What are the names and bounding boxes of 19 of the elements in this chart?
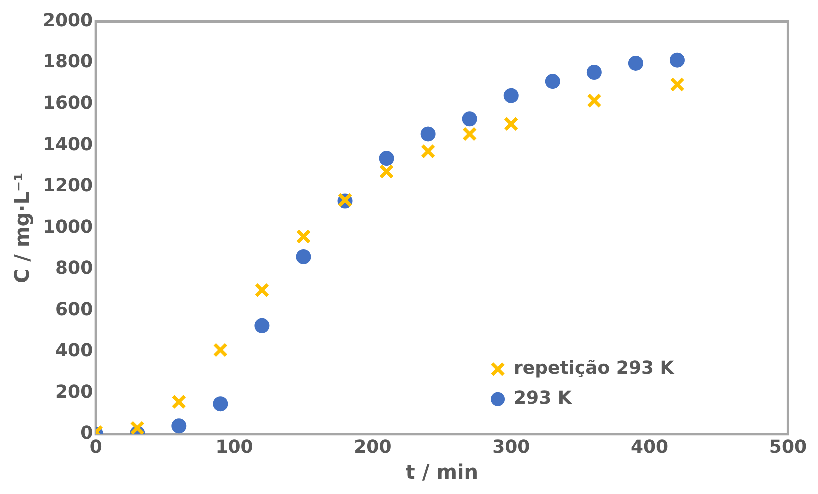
y-tick-label: 200 [56,382,94,403]
legend-label: repetição 293 K [514,358,676,380]
y-tick-label: 400 [56,340,94,362]
y-tick-label: 2000 [42,10,94,32]
x-tick-label: 300 [492,436,530,458]
y-tick-label: 1800 [42,52,94,73]
y-tick-label: 1400 [42,134,94,156]
x-tick-label: 200 [354,436,392,458]
x-tick-label: 100 [216,436,254,458]
y-tick-label: 600 [56,299,94,320]
y-tick-label: 1200 [42,176,94,197]
x-tick-label: 400 [631,436,669,458]
y-tick-label: 1000 [42,216,94,238]
y-tick-label: 800 [56,258,94,280]
y-tick-label: 1600 [42,92,94,114]
legend-label: 293 K [514,388,573,410]
y-axis-title: C / mg·L⁻¹ [10,172,34,284]
x-axis-title: t / min [406,460,479,484]
x-tick-label: 500 [769,436,807,458]
